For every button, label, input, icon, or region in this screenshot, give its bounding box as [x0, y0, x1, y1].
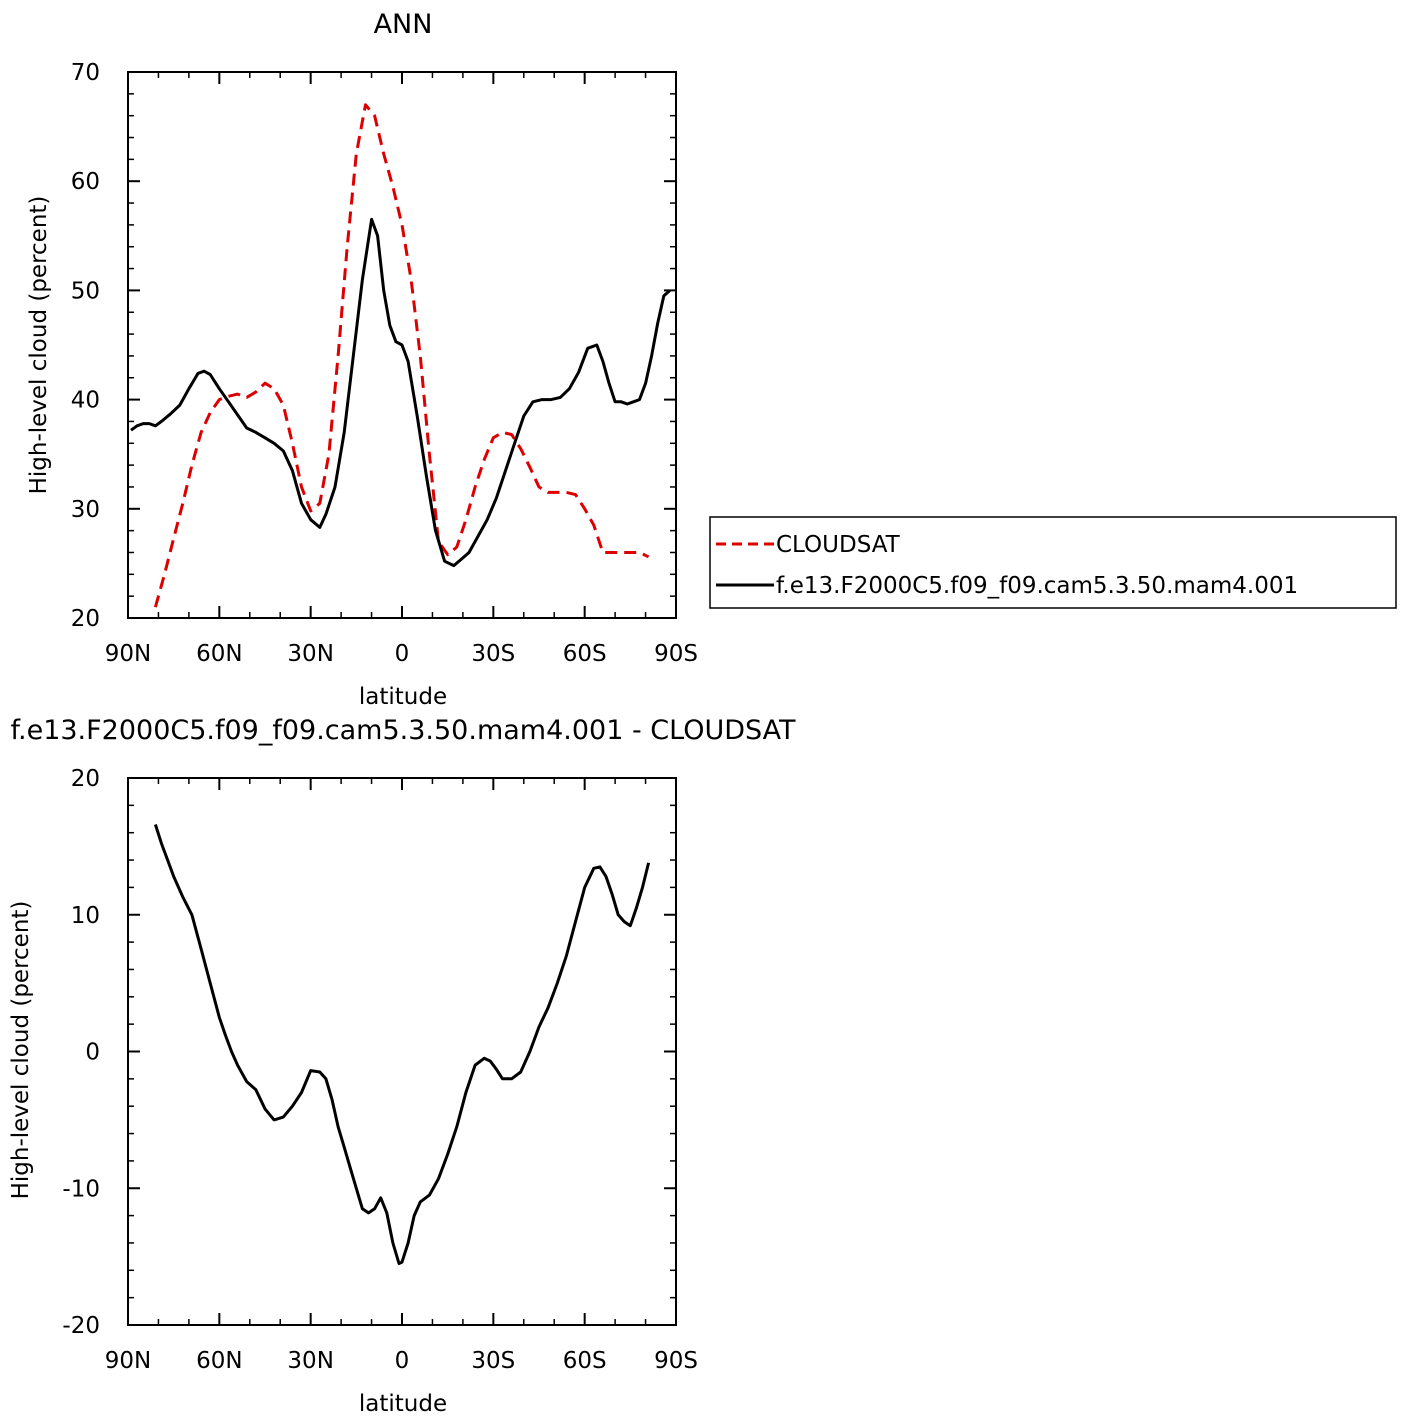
bottom-y-tick-label: 0 [85, 1040, 100, 1066]
top-y-axis-label: High-level cloud (percent) [26, 196, 52, 495]
top-series-line-0 [153, 103, 650, 608]
top-x-tick-label: 30N [287, 641, 333, 667]
legend: CLOUDSAT f.e13.F2000C5.f09_f09.cam5.3.50… [709, 516, 1397, 609]
bottom-x-tick-label: 30S [471, 1348, 515, 1374]
bottom-y-tick-label: -20 [62, 1313, 100, 1339]
top-x-tick-label: 90N [105, 641, 151, 667]
bottom-x-tick-label: 60N [196, 1348, 242, 1374]
bottom-x-tick-label: 30N [287, 1348, 333, 1374]
bottom-plot-frame [127, 777, 677, 1326]
bottom-y-tick-label: -10 [62, 1176, 100, 1202]
top-ticks: 90N 60N 30N 0 30S 60S 90S 20 30 40 50 60 70 [71, 60, 698, 667]
top-chart: ANN 90N 60N 30N 0 30S 60S 90S 20 30 40 50 60 70 lati… [26, 9, 698, 710]
bottom-x-tick-label: 90S [654, 1348, 698, 1374]
top-y-tick-label: 40 [71, 388, 100, 414]
bottom-x-tick-label: 90N [105, 1348, 151, 1374]
bottom-y-tick-label: 20 [71, 766, 100, 792]
top-y-tick-label: 20 [71, 606, 100, 632]
top-x-tick-label: 60S [563, 641, 607, 667]
top-x-axis-label: latitude [359, 684, 447, 710]
bottom-ticks: 90N 60N 30N 0 30S 60S 90S -20 -10 0 10 20 [62, 766, 698, 1374]
top-chart-title: ANN [374, 9, 433, 40]
top-x-tick-label: 90S [654, 641, 698, 667]
bottom-chart-title: f.e13.F2000C5.f09_f09.cam5.3.50.mam4.001… [10, 715, 796, 746]
bottom-x-axis-label: latitude [359, 1391, 447, 1417]
legend-label-model: f.e13.F2000C5.f09_f09.cam5.3.50.mam4.001 [776, 573, 1298, 599]
bottom-series-lines [153, 824, 651, 1265]
bottom-x-tick-label: 60S [563, 1348, 607, 1374]
top-y-tick-label: 60 [71, 169, 100, 195]
top-x-tick-label: 30S [471, 641, 515, 667]
top-series-lines [130, 103, 671, 608]
top-series-line-1 [130, 217, 671, 568]
bottom-series-line-0 [153, 824, 651, 1265]
top-y-tick-label: 30 [71, 497, 100, 523]
top-x-tick-label: 60N [196, 641, 242, 667]
legend-label-cloudsat: CLOUDSAT [776, 532, 901, 558]
legend-box [709, 516, 1397, 609]
bottom-y-tick-label: 10 [71, 903, 100, 929]
top-x-tick-label: 0 [395, 641, 410, 667]
bottom-y-axis-label: High-level cloud (percent) [8, 901, 34, 1200]
bottom-x-tick-label: 0 [395, 1348, 410, 1374]
top-y-tick-label: 70 [71, 60, 100, 86]
bottom-chart: f.e13.F2000C5.f09_f09.cam5.3.50.mam4.001… [8, 715, 796, 1417]
top-y-tick-label: 50 [71, 278, 100, 304]
